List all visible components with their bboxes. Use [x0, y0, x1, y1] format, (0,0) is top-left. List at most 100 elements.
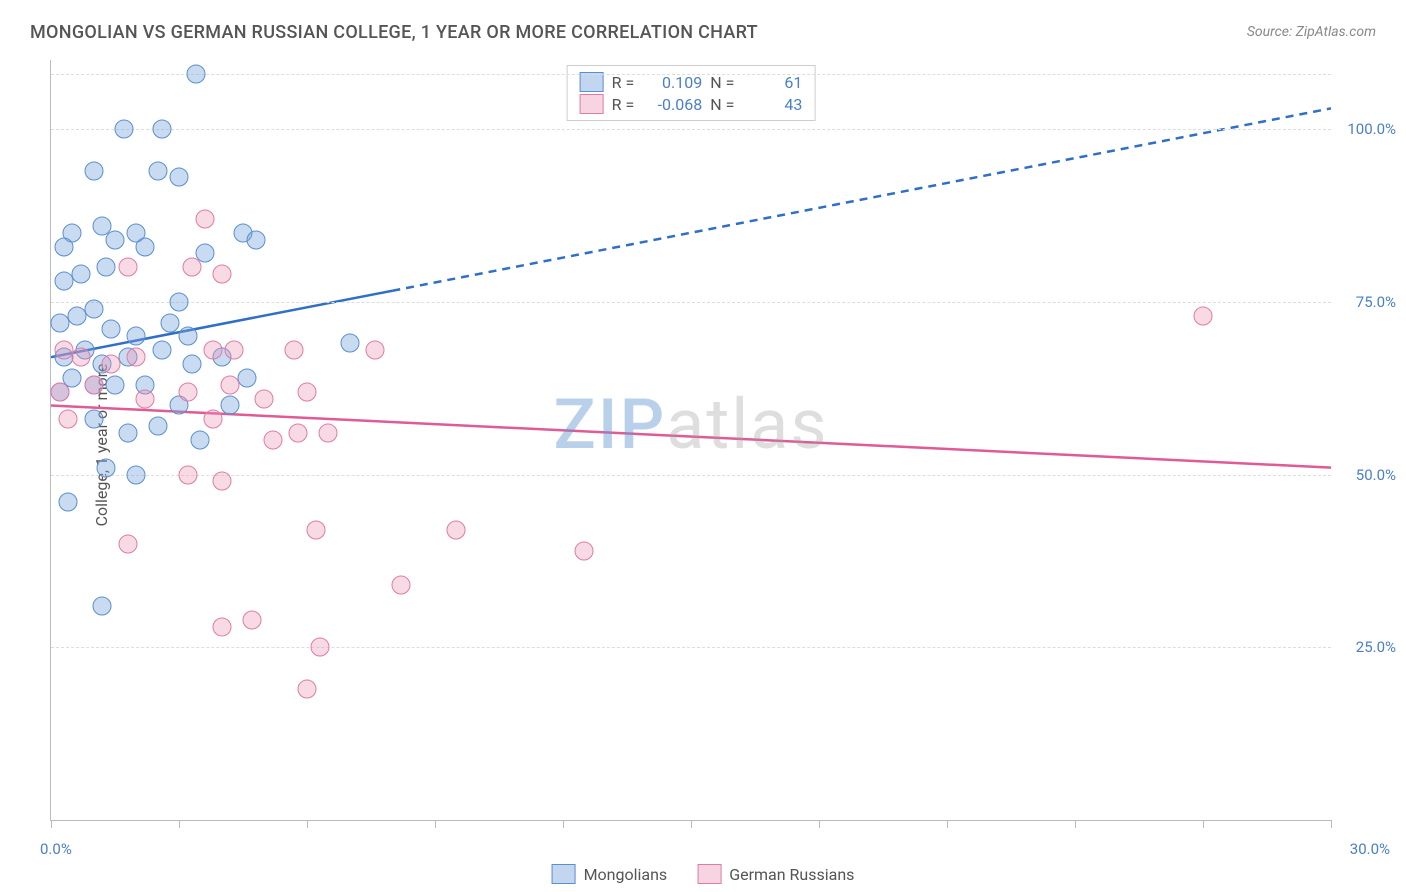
x-tick — [563, 820, 564, 828]
data-point — [285, 341, 304, 360]
y-tick-label: 75.0% — [1356, 293, 1396, 311]
data-point — [298, 679, 317, 698]
trend-lines — [51, 60, 1331, 820]
x-tick — [435, 820, 436, 828]
r-value: -0.068 — [642, 95, 702, 114]
data-point — [118, 424, 137, 443]
x-tick — [51, 820, 52, 828]
data-point — [84, 410, 103, 429]
x-axis-start-label: 0.0% — [40, 840, 72, 858]
y-tick-label: 50.0% — [1356, 466, 1396, 484]
legend-stat-row: R = -0.068 N = 43 — [580, 94, 803, 114]
data-point — [187, 64, 206, 83]
source-label: Source: ZipAtlas.com — [1247, 24, 1376, 40]
data-point — [93, 596, 112, 615]
n-value: 61 — [742, 73, 802, 92]
data-point — [59, 493, 78, 512]
x-tick — [307, 820, 308, 828]
gridline — [51, 302, 1331, 303]
data-point — [306, 520, 325, 539]
data-point — [97, 458, 116, 477]
legend-swatch — [580, 94, 604, 114]
data-point — [118, 534, 137, 553]
legend-label: German Russians — [729, 865, 854, 884]
data-point — [71, 348, 90, 367]
x-tick — [1203, 820, 1204, 828]
x-tick — [1331, 820, 1332, 828]
data-point — [152, 120, 171, 139]
data-point — [135, 389, 154, 408]
data-point — [447, 520, 466, 539]
legend-label: Mongolians — [584, 865, 668, 884]
data-point — [221, 396, 240, 415]
data-point — [148, 161, 167, 180]
data-point — [289, 424, 308, 443]
data-point — [127, 327, 146, 346]
legend-swatch — [580, 72, 604, 92]
data-point — [195, 209, 214, 228]
y-tick-label: 25.0% — [1356, 638, 1396, 656]
data-point — [263, 431, 282, 450]
data-point — [127, 465, 146, 484]
r-label: R = — [612, 73, 635, 92]
data-point — [212, 617, 231, 636]
gridline — [51, 74, 1331, 75]
data-point — [118, 258, 137, 277]
data-point — [255, 389, 274, 408]
data-point — [212, 265, 231, 284]
data-point — [182, 258, 201, 277]
x-tick — [691, 820, 692, 828]
data-point — [238, 368, 257, 387]
n-label: N = — [710, 73, 734, 92]
x-tick — [819, 820, 820, 828]
data-point — [59, 410, 78, 429]
legend-item: German Russians — [697, 864, 854, 884]
data-point — [84, 375, 103, 394]
data-point — [575, 541, 594, 560]
data-point — [135, 237, 154, 256]
data-point — [212, 472, 231, 491]
data-point — [106, 230, 125, 249]
legend-swatch — [697, 864, 721, 884]
data-point — [84, 299, 103, 318]
legend-swatch — [552, 864, 576, 884]
data-point — [114, 120, 133, 139]
r-label: R = — [612, 95, 635, 114]
data-point — [178, 327, 197, 346]
data-point — [310, 638, 329, 657]
data-point — [106, 375, 125, 394]
chart-title: MONGOLIAN VS GERMAN RUSSIAN COLLEGE, 1 Y… — [30, 22, 758, 43]
data-point — [178, 465, 197, 484]
watermark: ZIPatlas — [554, 384, 829, 466]
data-point — [84, 161, 103, 180]
data-point — [97, 258, 116, 277]
y-tick-label: 100.0% — [1347, 120, 1396, 138]
gridline — [51, 647, 1331, 648]
r-value: 0.109 — [642, 73, 702, 92]
x-axis-end-label: 30.0% — [1350, 840, 1390, 858]
data-point — [246, 230, 265, 249]
data-point — [298, 382, 317, 401]
x-tick — [179, 820, 180, 828]
data-point — [204, 410, 223, 429]
gridline — [51, 129, 1331, 130]
data-point — [178, 382, 197, 401]
gridline — [51, 475, 1331, 476]
data-point — [204, 341, 223, 360]
data-point — [191, 431, 210, 450]
data-point — [101, 355, 120, 374]
plot-area: ZIPatlas R = 0.109 N = 61 R = -0.068 N =… — [50, 60, 1331, 821]
data-point — [221, 375, 240, 394]
data-point — [242, 610, 261, 629]
data-point — [225, 341, 244, 360]
n-label: N = — [710, 95, 734, 114]
data-point — [170, 168, 189, 187]
data-point — [101, 320, 120, 339]
data-point — [319, 424, 338, 443]
x-tick — [947, 820, 948, 828]
chart-container: College, 1 year or more ZIPatlas R = 0.1… — [50, 60, 1370, 830]
data-point — [152, 341, 171, 360]
data-point — [54, 237, 73, 256]
data-point — [182, 355, 201, 374]
data-point — [71, 265, 90, 284]
